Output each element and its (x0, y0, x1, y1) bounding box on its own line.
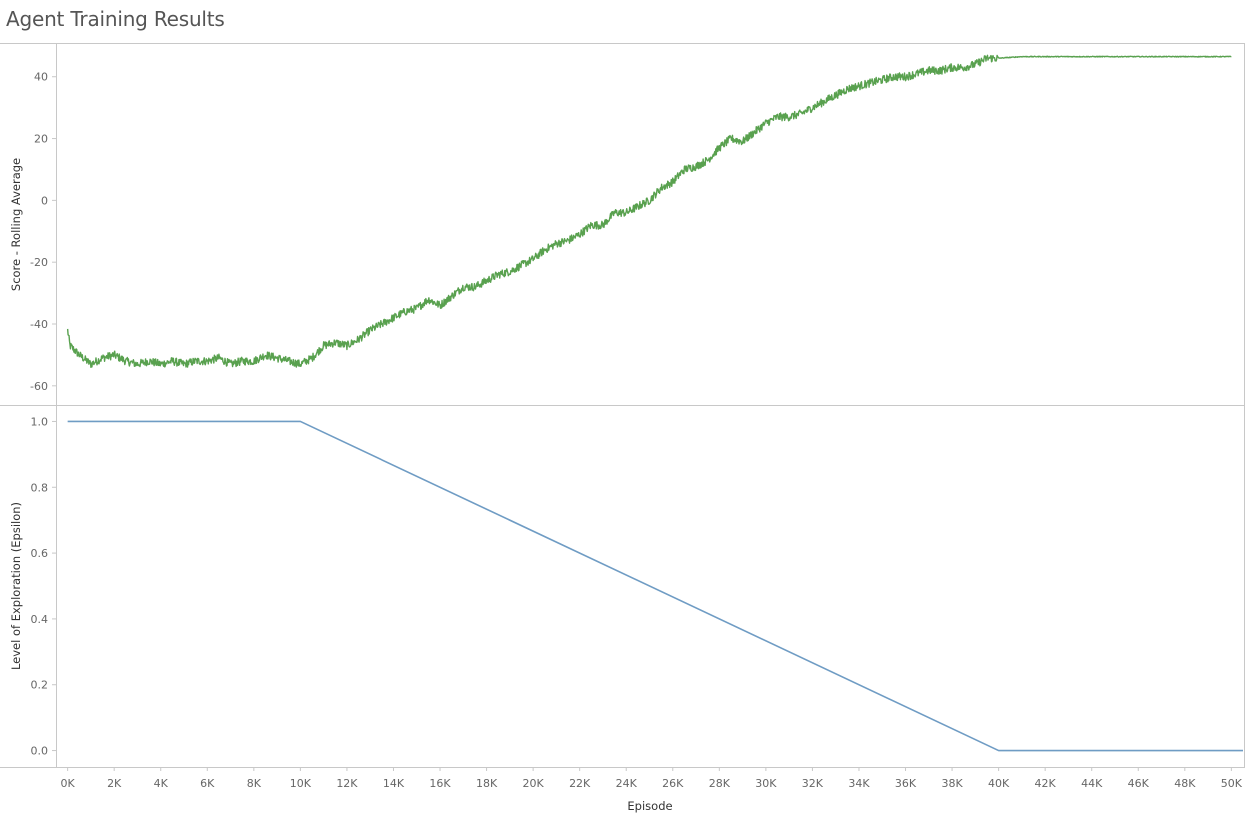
y-tick-label: -20 (30, 256, 48, 269)
x-tick-label: 4K (154, 777, 169, 790)
series-line-epsilon (67, 420, 1243, 752)
x-tick-label: 26K (662, 777, 684, 790)
y-tick-label: 0.0 (31, 745, 49, 758)
x-tick-label: 28K (709, 777, 731, 790)
x-tick-label: 24K (616, 777, 638, 790)
x-tick-label: 20K (523, 777, 545, 790)
x-tick-label: 0K (61, 777, 76, 790)
x-tick-label: 18K (476, 777, 498, 790)
x-tick-label: 22K (569, 777, 591, 790)
x-tick-label: 14K (383, 777, 405, 790)
x-axis-title: Episode (627, 799, 672, 813)
y-tick-label: 0.2 (31, 679, 49, 692)
x-tick-label: 30K (755, 777, 777, 790)
x-tick-label: 16K (429, 777, 451, 790)
x-tick-label: 8K (247, 777, 262, 790)
x-tick-label: 48K (1174, 777, 1196, 790)
x-tick-label: 32K (802, 777, 824, 790)
series-line-score (66, 54, 1232, 369)
y-axis-title: Score - Rolling Average (9, 158, 23, 291)
y-tick-label: -60 (30, 380, 48, 393)
y-tick-label: 40 (34, 71, 48, 84)
y-axis-title: Level of Exploration (Epsilon) (9, 502, 23, 670)
x-tick-label: 44K (1081, 777, 1103, 790)
y-tick-label: 0.8 (31, 481, 49, 494)
x-tick-label: 2K (107, 777, 122, 790)
x-tick-label: 34K (848, 777, 870, 790)
x-tick-label: 12K (336, 777, 358, 790)
y-tick-label: 1.0 (31, 415, 49, 428)
x-tick-label: 50K (1221, 777, 1243, 790)
x-tick-label: 46K (1128, 777, 1150, 790)
y-tick-label: 20 (34, 133, 48, 146)
y-tick-label: -40 (30, 318, 48, 331)
x-tick-label: 6K (200, 777, 215, 790)
y-tick-label: 0.4 (31, 613, 49, 626)
y-tick-label: 0.6 (31, 547, 49, 560)
x-tick-label: 42K (1035, 777, 1057, 790)
chart-title: Agent Training Results (6, 7, 225, 31)
x-tick-label: 36K (895, 777, 917, 790)
x-tick-label: 38K (941, 777, 963, 790)
x-tick-label: 40K (988, 777, 1010, 790)
y-tick-label: 0 (41, 194, 48, 207)
x-tick-label: 10K (290, 777, 312, 790)
